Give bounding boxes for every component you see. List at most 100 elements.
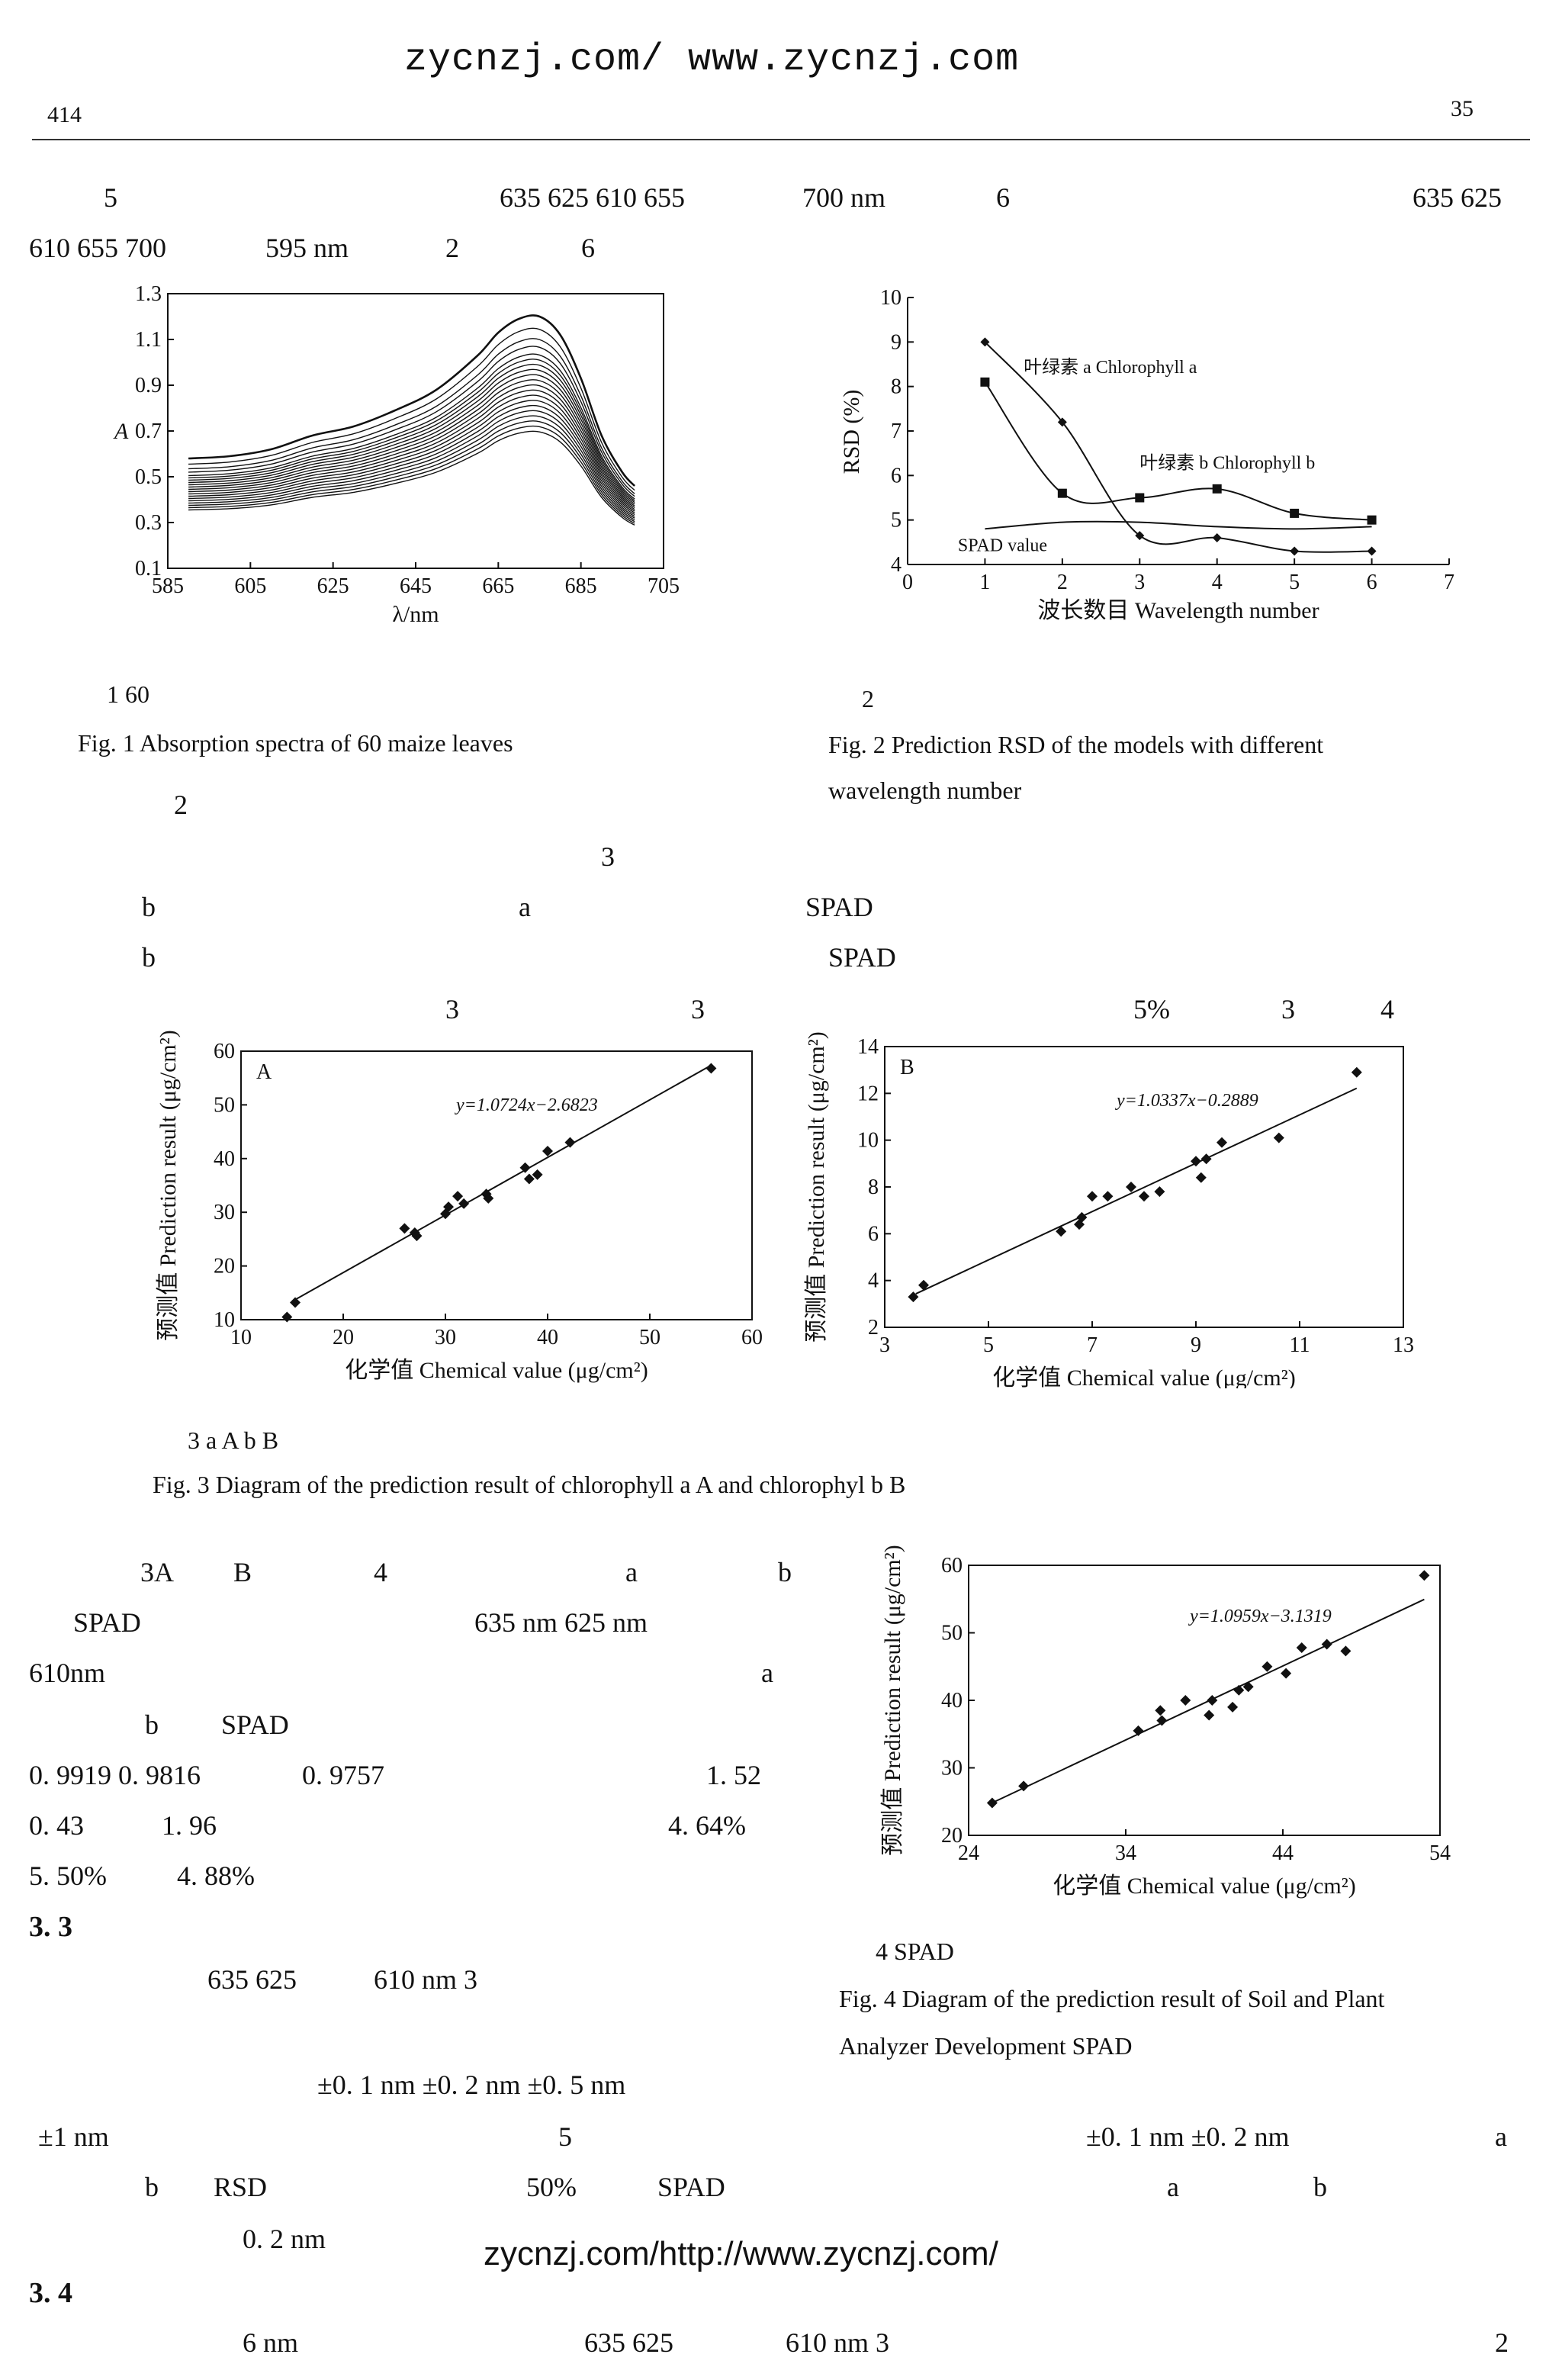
spectrum-line: [188, 314, 636, 487]
fig2-caption-en-line1: Fig. 2 Prediction RSD of the models with…: [828, 731, 1324, 758]
text-fragment: a: [1167, 2172, 1179, 2202]
y-tick-label: 10: [880, 286, 902, 310]
text-fragment: b: [145, 2172, 159, 2202]
data-point: [1207, 1695, 1218, 1706]
y-tick-label: 0.5: [135, 465, 162, 489]
text-fragment: 4. 64%: [668, 1810, 746, 1841]
text-fragment: a: [761, 1658, 773, 1688]
text-fragment: 0. 9757: [302, 1760, 384, 1790]
x-tick-label: 40: [537, 1326, 558, 1349]
text-fragment: 0. 43: [29, 1810, 84, 1841]
text-fragment: 5: [558, 2121, 572, 2152]
spectrum-line: [188, 379, 635, 509]
text-fragment: 6: [581, 233, 595, 263]
page-number-left: 414: [47, 102, 82, 127]
x-tick-label: 585: [152, 574, 184, 598]
series-label: 叶绿素 a Chlorophyll a: [1024, 357, 1197, 378]
text-fragment: 2: [445, 233, 459, 263]
spectrum-line: [188, 368, 635, 505]
x-tick-label: 3: [879, 1333, 890, 1357]
data-point: [1057, 417, 1067, 427]
data-point: [1076, 1211, 1088, 1223]
x-tick-label: 44: [1272, 1841, 1294, 1865]
x-tick-label: 665: [482, 574, 514, 598]
data-point: [411, 1230, 423, 1242]
y-tick-label: 40: [214, 1147, 235, 1171]
data-point: [980, 377, 990, 387]
header-rule: [32, 139, 1530, 140]
x-tick-label: 4: [1212, 571, 1223, 594]
data-point: [1351, 1066, 1362, 1078]
text-fragment: 4: [374, 1557, 387, 1587]
panel-label: A: [256, 1060, 272, 1084]
data-point: [443, 1201, 455, 1213]
data-point: [1056, 1226, 1067, 1237]
fig4-caption-cn: 4 SPAD: [876, 1938, 954, 1965]
text-fragment: 635 nm 625 nm: [474, 1607, 648, 1638]
data-point: [986, 1797, 998, 1809]
spectrum-line: [188, 346, 635, 497]
x-tick-label: 3: [1134, 571, 1145, 594]
data-point: [1212, 484, 1222, 494]
data-point: [1367, 546, 1377, 556]
y-tick-label: 10: [857, 1129, 879, 1153]
text-fragment: 610nm: [29, 1658, 106, 1688]
x-axis-label: 化学值 Chemical value (μg/cm²): [1053, 1873, 1355, 1899]
section-heading-3-3: 3. 3: [29, 1911, 72, 1943]
text-fragment: b: [1313, 2172, 1327, 2202]
x-tick-label: 7: [1444, 571, 1454, 594]
text-fragment: 635 625: [207, 1964, 297, 1995]
y-tick-label: 50: [941, 1622, 963, 1645]
data-point: [1290, 508, 1300, 518]
x-tick-label: 50: [639, 1326, 660, 1349]
spectrum-line: [188, 374, 635, 507]
text-fragment: 5. 50%: [29, 1861, 107, 1891]
spectrum-line: [188, 338, 635, 494]
text-fragment: SPAD: [828, 942, 896, 973]
x-tick-label: 685: [565, 574, 597, 598]
spectrum-line: [188, 410, 635, 519]
series-line: [985, 520, 1372, 530]
y-tick-label: 40: [941, 1689, 963, 1713]
x-tick-label: 34: [1115, 1841, 1136, 1865]
spectrum-line: [188, 353, 635, 500]
fig2-chart: 0 1 2 3 4 5 6 7 4 5 6 7 8 9 10 叶绿素 a Chlorophyll a 叶绿素 b…: [839, 286, 1454, 623]
y-tick-label: 1.3: [135, 282, 162, 306]
text-fragment: ±0. 1 nm ±0. 2 nm: [1086, 2121, 1290, 2152]
watermark-top: zycnzj.com/ www.zycnzj.com: [404, 38, 1020, 82]
text-fragment: a: [519, 892, 531, 922]
text-fragment: ±1 nm: [38, 2121, 109, 2152]
text-fragment: 3: [601, 841, 615, 872]
y-tick-label: 60: [214, 1040, 235, 1063]
data-point: [532, 1169, 543, 1180]
data-point: [1321, 1639, 1332, 1650]
data-point: [542, 1145, 553, 1156]
spectrum-line: [188, 384, 635, 510]
data-point: [1180, 1695, 1191, 1706]
x-axis-label: 波长数目 Wavelength number: [1037, 598, 1319, 623]
text-fragment: 2: [1495, 2327, 1509, 2358]
text-fragment: a: [625, 1557, 638, 1587]
y-tick-label: 30: [941, 1757, 963, 1780]
spectrum-line: [188, 425, 635, 524]
y-tick-label: 6: [868, 1222, 879, 1246]
data-point: [918, 1279, 929, 1291]
text-fragment: a: [1495, 2121, 1507, 2152]
y-tick-label: 8: [868, 1176, 879, 1199]
data-point: [1155, 1705, 1166, 1716]
regression-equation: y=1.0337x−0.2889: [1115, 1091, 1258, 1111]
spectrum-line: [188, 327, 635, 491]
panel-label: B: [900, 1056, 914, 1079]
x-tick-label: 60: [741, 1326, 763, 1349]
data-point: [1135, 493, 1145, 503]
y-tick-label: 20: [941, 1824, 963, 1848]
data-point: [1057, 488, 1067, 498]
text-fragment: 4: [1380, 994, 1394, 1024]
text-fragment: b: [778, 1557, 792, 1587]
fig4-caption-en-line2: Analyzer Development SPAD: [839, 2032, 1133, 2060]
text-fragment: 0. 2 nm: [243, 2224, 326, 2254]
data-point: [1191, 1156, 1201, 1167]
data-point: [1273, 1132, 1284, 1143]
section-heading-3-4: 3. 4: [29, 2277, 72, 2309]
y-tick-label: 12: [857, 1082, 879, 1105]
